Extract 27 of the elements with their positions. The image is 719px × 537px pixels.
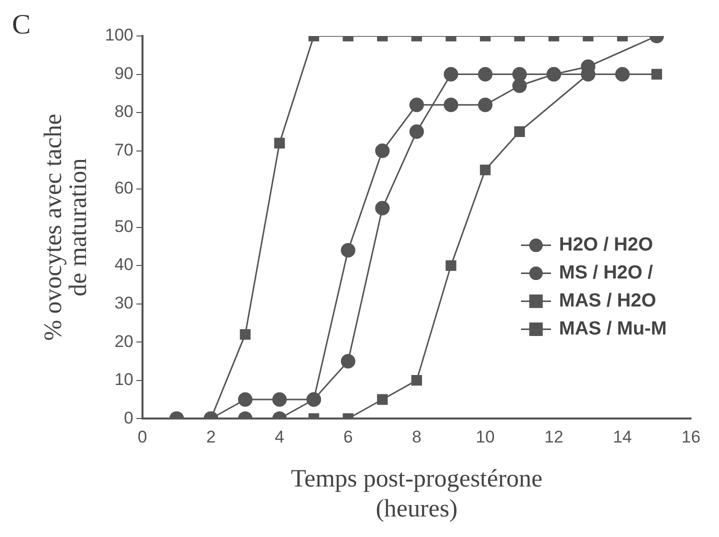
x-tick-label: 0 <box>138 427 148 446</box>
y-tick-label: 20 <box>114 332 134 351</box>
y-tick-label: 40 <box>114 255 134 274</box>
x-tick-label: 2 <box>206 427 216 446</box>
x-tick-label: 16 <box>682 427 700 446</box>
y-tick-label: 0 <box>124 408 134 428</box>
y-tick-label: 60 <box>114 178 134 198</box>
y-tick-label: 10 <box>114 370 134 390</box>
legend-label: MS / H2O / <box>559 262 654 284</box>
x-tick-label: 4 <box>274 427 284 446</box>
legend-label: MAS / H2O <box>559 290 656 312</box>
x-tick-label: 14 <box>612 427 632 446</box>
x-tick-label: 6 <box>343 427 353 446</box>
y-tick-label: 90 <box>114 64 134 83</box>
y-tick-label: 50 <box>114 216 134 236</box>
text: C <box>12 9 31 40</box>
legend-label: H2O / H2O <box>559 234 653 256</box>
x-tick-label: 8 <box>412 427 422 446</box>
y-tick-label: 70 <box>114 140 134 160</box>
legend-label: MAS / Mu-M <box>559 318 667 340</box>
x-tick-label: 12 <box>544 427 564 446</box>
x-tick-label: 10 <box>476 427 495 446</box>
y-tick-label: 80 <box>114 102 134 122</box>
y-axis-title: % ovocytes avec tache de maturation <box>40 114 92 341</box>
x-axis-title: Temps post-progestérone (heures) <box>290 466 543 523</box>
y-tick-label: 100 <box>104 26 134 45</box>
y-tick-label: 30 <box>114 294 134 313</box>
